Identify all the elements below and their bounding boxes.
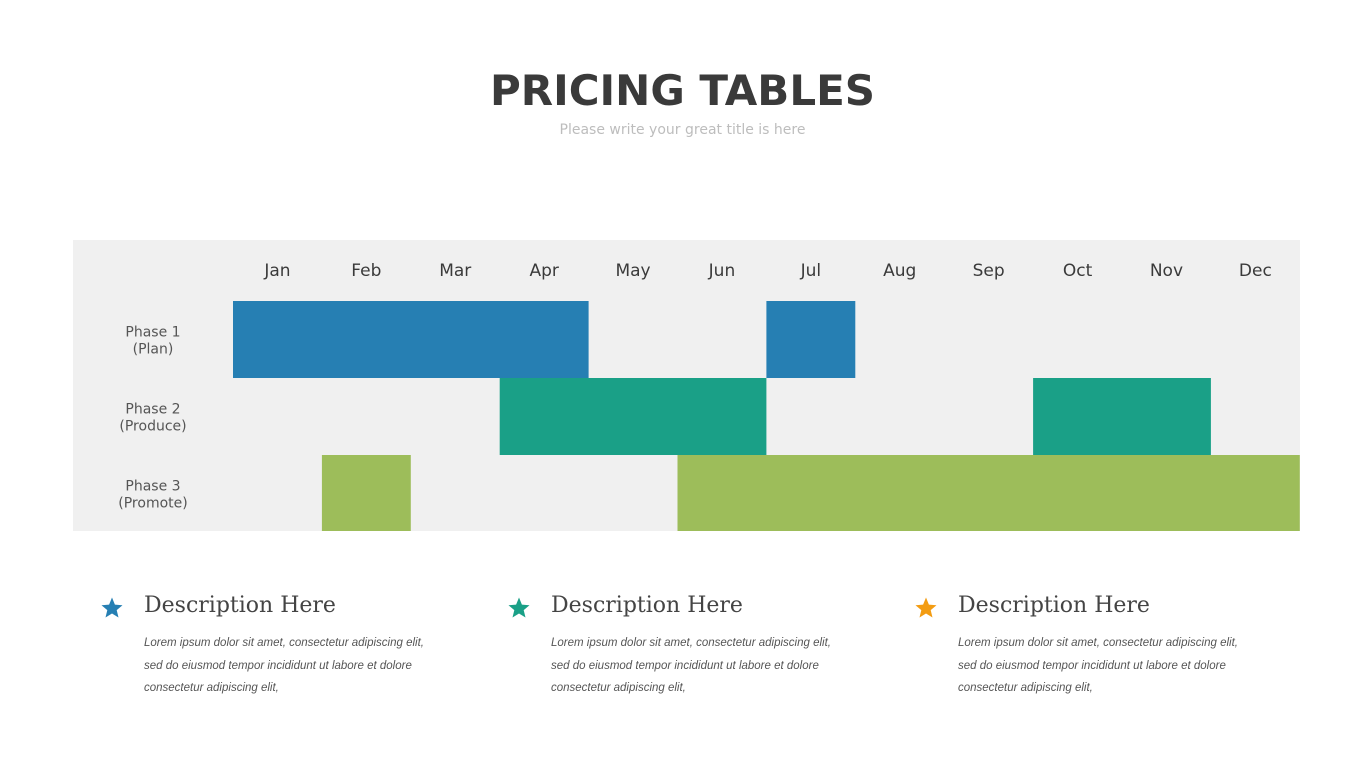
month-label: Nov: [1150, 261, 1183, 281]
month-label: Apr: [529, 261, 558, 281]
description-body: Lorem ipsum dolor sit amet, consectetur …: [144, 632, 444, 700]
description-line: consectetur adipiscing elit,: [144, 682, 279, 694]
description-title: Description Here: [958, 593, 1150, 618]
month-label: Jul: [800, 261, 822, 281]
phase-label: Phase 2: [125, 402, 180, 418]
phase-bar: [233, 301, 589, 378]
month-label: Feb: [351, 261, 381, 281]
description-body: Lorem ipsum dolor sit amet, consectetur …: [551, 632, 851, 700]
description-line: Lorem ipsum dolor sit amet, consectetur …: [551, 637, 831, 649]
month-label: May: [615, 261, 650, 281]
description-line: consectetur adipiscing elit,: [958, 682, 1093, 694]
phase-bar: [321, 455, 411, 531]
gantt-svg: Jan Feb Mar Apr May Jun Jul Aug Sep Oct Nov Dec Phas…: [118, 261, 1300, 531]
month-label: Jan: [263, 261, 290, 281]
description-line: sed do eiusmod tempor incididunt ut labo…: [551, 659, 819, 672]
month-label: Oct: [1063, 261, 1093, 281]
description-line: consectetur adipiscing elit,: [551, 682, 686, 694]
phase-label: Phase 1: [125, 325, 180, 341]
phase-bar: [1033, 378, 1211, 455]
description-line: sed do eiusmod tempor incididunt ut labo…: [958, 659, 1226, 672]
month-label: Aug: [883, 261, 916, 281]
star-icon: [508, 597, 530, 618]
month-label: Mar: [439, 261, 471, 281]
month-label: Jun: [708, 261, 736, 281]
phase-label: (Promote): [118, 496, 187, 512]
star-shape: [101, 597, 123, 618]
star-icon: [915, 597, 937, 618]
star-icon: [101, 597, 123, 618]
star-shape: [508, 597, 530, 618]
month-label: Dec: [1239, 261, 1272, 281]
description-line: sed do eiusmod tempor incididunt ut labo…: [144, 659, 412, 672]
star-shape: [915, 597, 937, 618]
description-title: Description Here: [144, 593, 336, 618]
phase-bar: [499, 378, 767, 455]
gantt-chart: Jan Feb Mar Apr May Jun Jul Aug Sep Oct Nov Dec Phas…: [73, 240, 1300, 531]
description-line: Lorem ipsum dolor sit amet, consectetur …: [144, 637, 424, 649]
page-subtitle: Please write your great title is here: [559, 122, 806, 138]
description-title: Description Here: [551, 593, 743, 618]
page-title: PRICING TABLES: [489, 66, 876, 115]
description-body: Lorem ipsum dolor sit amet, consectetur …: [958, 632, 1258, 700]
phase-bar: [766, 301, 856, 378]
phase-label: (Produce): [119, 419, 186, 435]
phase-label: Phase 3: [125, 479, 180, 495]
phase-bar: [677, 455, 1300, 531]
month-label: Sep: [973, 261, 1005, 281]
phase-label: (Plan): [133, 342, 174, 358]
description-line: Lorem ipsum dolor sit amet, consectetur …: [958, 637, 1238, 649]
